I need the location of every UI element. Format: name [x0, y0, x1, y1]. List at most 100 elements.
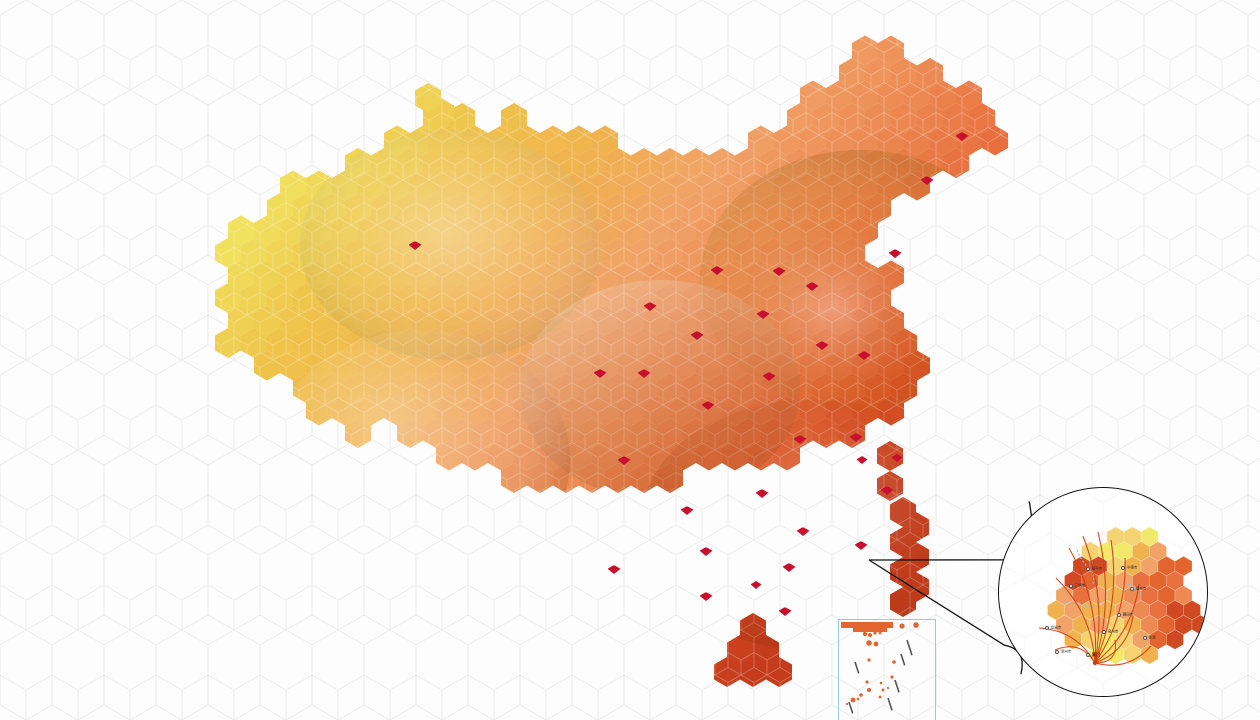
hex-inner-edge: [969, 103, 995, 133]
sea-boundary-dash: [854, 661, 860, 674]
hex-inner-edge: [579, 148, 605, 178]
hex-inner-edge: [740, 657, 766, 687]
sea-island-dot: [862, 631, 868, 637]
hex-inner-edge: [683, 193, 709, 223]
hex-inner-edge: [878, 125, 904, 156]
inset-hex-tile: [1158, 585, 1175, 606]
sea-island-dot: [878, 695, 882, 699]
hex-inner-edge: [714, 657, 740, 687]
hex-inner-edge: [215, 283, 241, 313]
hex-inner-edge: [670, 170, 696, 201]
inset-hex-tile: [1149, 541, 1167, 562]
inset-hex-tile: [1166, 600, 1184, 620]
sea-island-dot: [868, 633, 872, 637]
hex-inner-edge: [566, 125, 592, 156]
hex-inner-edge: [241, 328, 267, 358]
inset-hex-tile: [1141, 526, 1158, 547]
sea-island-dot: [866, 640, 872, 646]
inset-hex-tile: [1175, 615, 1192, 635]
inset-hex-tile: [1073, 556, 1090, 576]
hex-inner-edge: [748, 125, 774, 156]
inset-hex-tile: [1124, 526, 1141, 547]
hex-inner-edge: [865, 103, 891, 133]
inset-hex-tile: [1124, 585, 1141, 606]
sea-island-dot: [892, 660, 896, 664]
hex-inner-edge: [267, 328, 293, 358]
hex-inner-edge: [618, 170, 644, 201]
inset-hex-tile: [1081, 629, 1099, 650]
hex-inner-edge: [254, 260, 280, 291]
hex-inner-edge: [930, 80, 956, 111]
hex-inner-edge: [592, 170, 618, 201]
sea-boundary-dash: [887, 697, 893, 711]
hex-inner-edge: [891, 58, 917, 88]
inset-hex-edge: [1166, 570, 1184, 592]
hex-inner-edge: [800, 80, 826, 111]
hex-inner-edge: [917, 103, 943, 133]
sea-island-dot: [845, 702, 849, 706]
hex-inner-edge: [657, 148, 683, 178]
inset-hex-tile: [1132, 541, 1150, 562]
hex-inner-edge: [735, 148, 761, 178]
sea-island-dot: [890, 675, 894, 679]
sea-boundary-dash: [894, 679, 900, 693]
sea-island-dot: [913, 622, 919, 628]
inset-hex-tile: [1175, 585, 1192, 606]
hex-inner-edge: [839, 103, 865, 133]
hex-inner-edge: [254, 305, 280, 336]
hex-inner-edge: [800, 125, 826, 156]
inset-hex-tile: [1107, 556, 1124, 576]
sea-island-dot: [899, 623, 905, 629]
hex-inner-edge: [215, 238, 241, 268]
inset-hex-tile: [1124, 556, 1141, 576]
hex-inner-edge: [605, 238, 631, 268]
inset-river-line: [1076, 549, 1092, 571]
inset-hex-tile: [1132, 571, 1150, 591]
hex-inner-edge: [774, 125, 800, 156]
hex-inner-edge: [228, 215, 254, 246]
inset-hex-tile: [1166, 629, 1184, 650]
hex-inner-edge: [813, 103, 839, 133]
hex-inner-edge: [631, 148, 657, 178]
sea-island-dot: [865, 680, 869, 684]
inset-hex-edge: [1140, 585, 1159, 606]
hex-inner-edge: [280, 350, 306, 381]
hex-inner-edge: [826, 125, 852, 156]
inset-hex-tile: [1056, 615, 1073, 635]
inset-flow-arc: [1055, 577, 1096, 664]
inset-hex-edge: [1123, 585, 1142, 606]
hex-inner-edge: [267, 193, 293, 223]
hex-inner-edge: [319, 328, 345, 358]
inset-river-line: [1090, 557, 1095, 585]
inset-hex-edge: [1072, 585, 1091, 606]
inset-flow-arc: [1082, 535, 1100, 664]
inset-city-dot: [1054, 650, 1059, 654]
south-china-sea-inset: [838, 619, 936, 720]
hex-inner-edge: [631, 238, 657, 268]
inset-hex-tile: [1166, 571, 1184, 591]
inset-hex-edge: [1174, 585, 1193, 606]
hex-inner-edge: [644, 170, 670, 201]
hex-inner-edge: [943, 148, 969, 178]
sea-boundary-dash: [906, 639, 913, 656]
hex-inner-edge: [852, 125, 878, 156]
inset-city-dot: [1068, 584, 1073, 588]
hex-inner-edge: [670, 215, 696, 246]
photo-texture-wash: [520, 280, 800, 500]
inset-city-dot: [1129, 587, 1134, 591]
inset-hex-tile: [1158, 556, 1175, 576]
hex-inner-edge: [917, 58, 943, 88]
sea-island-dot: [879, 681, 883, 685]
inset-city-dot: [1086, 653, 1090, 657]
inset-flow-arc: [1094, 531, 1107, 664]
inset-flow-arc: [1094, 583, 1140, 664]
xiamen-detail-magnifier[interactable]: [998, 487, 1208, 697]
inset-city-dot: [1101, 630, 1106, 634]
inset-hex-tile: [1107, 615, 1124, 635]
inset-hex-tile: [1192, 615, 1207, 635]
sea-island-dot: [873, 631, 877, 635]
hex-inner-edge: [839, 58, 865, 88]
hex-inner-edge: [930, 125, 956, 156]
hex-inner-edge: [592, 260, 618, 291]
